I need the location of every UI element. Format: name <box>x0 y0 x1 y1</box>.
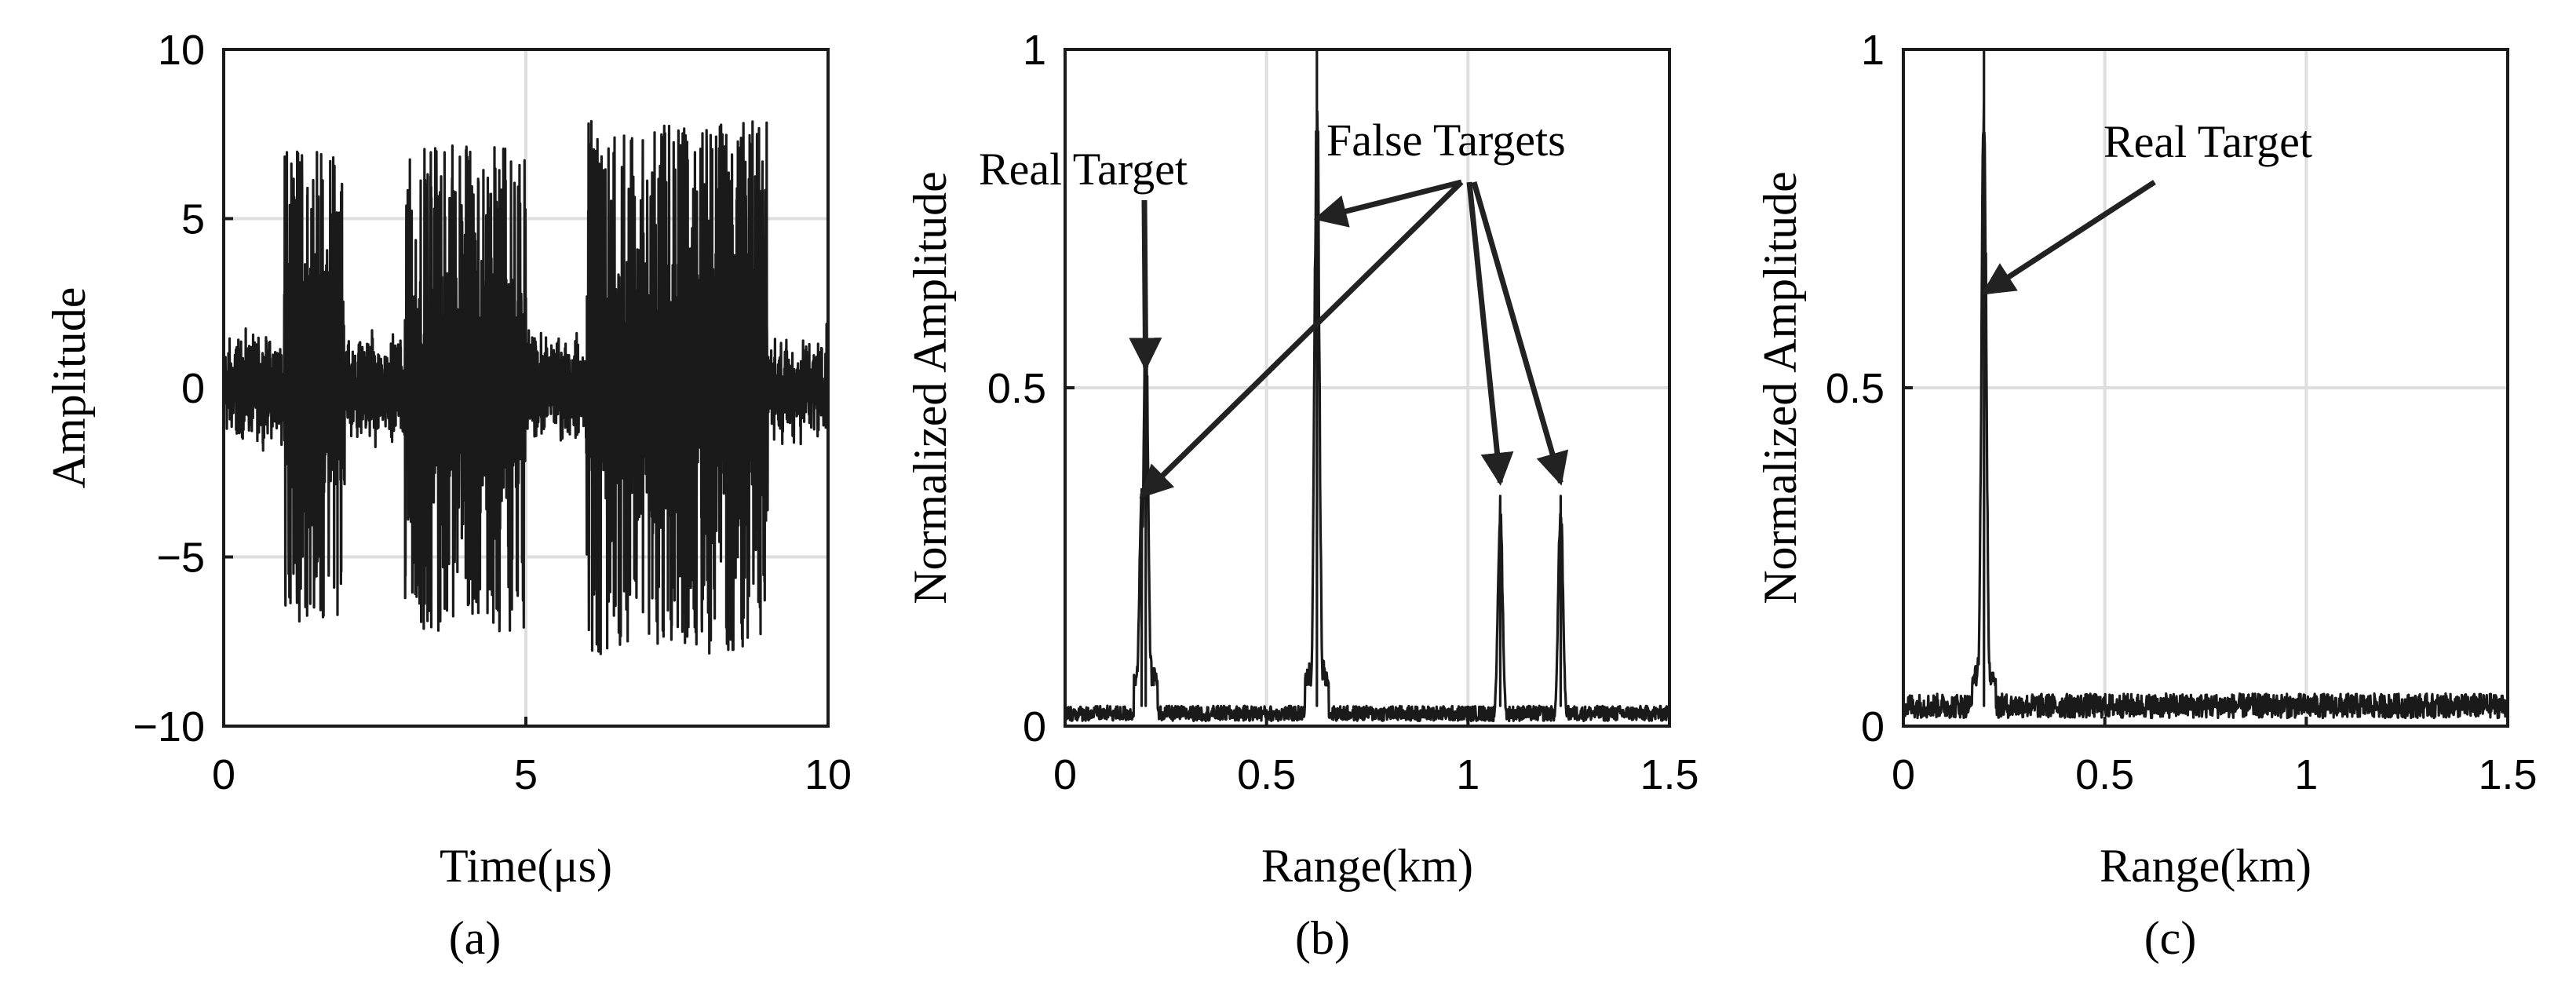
annotation-arrow <box>1471 181 1569 486</box>
x-axis-label: Range(km) <box>2100 840 2311 892</box>
x-tick-label: 10 <box>805 751 852 798</box>
y-axis-label: Amplitude <box>43 287 95 489</box>
x-tick-label: 1 <box>2294 751 2318 798</box>
annotation-arrow <box>1466 181 1514 486</box>
annotation-text: Real Target <box>979 144 1188 195</box>
panel-label: (b) <box>1295 912 1350 964</box>
x-tick-label: 0.5 <box>2075 751 2134 798</box>
y-tick-label: −10 <box>133 703 205 750</box>
annotation-text: Real Target <box>2103 116 2312 167</box>
x-tick-label: 1.5 <box>1640 751 1698 798</box>
y-tick-label: 0 <box>1023 703 1046 750</box>
y-axis-label: Normalized Amplitude <box>904 171 956 604</box>
x-tick-label: 0.5 <box>1237 751 1296 798</box>
annotation-arrow <box>1981 180 2156 296</box>
x-tick-label: 0 <box>1892 751 1915 798</box>
y-axis-label: Normalized Amplitude <box>1754 171 1806 604</box>
panel-1: 0 5 10 −10 −5 0 5 10 Time(μs) Amplitude (a) <box>43 27 852 964</box>
x-tick-label: 0 <box>212 751 235 798</box>
series-line <box>222 119 830 655</box>
x-tick-label: 1 <box>1456 751 1480 798</box>
y-tick-label: 10 <box>158 27 205 74</box>
x-tick-label: 5 <box>514 751 538 798</box>
y-tick-label: 0.5 <box>1826 365 1885 412</box>
panel-2: 0 0.5 1 1.5 0 0.5 1 Range(km) Normalized Amplitu… <box>904 27 1699 964</box>
y-tick-label: 1 <box>1861 27 1885 74</box>
y-tick-label: 0 <box>1861 703 1885 750</box>
y-tick-label: −5 <box>156 535 205 582</box>
x-tick-label: 1.5 <box>2478 751 2537 798</box>
y-tick-label: 5 <box>181 196 205 243</box>
annotation-arrow <box>1129 199 1162 371</box>
panel-label: (c) <box>2144 912 2197 964</box>
annotation-arrow <box>1139 180 1464 498</box>
series-line <box>1064 48 1671 723</box>
annotation-arrow <box>1313 179 1462 228</box>
y-tick-label: 1 <box>1023 27 1046 74</box>
y-tick-label: 0 <box>181 365 205 412</box>
panel-3: 0 0.5 1 1.5 0 0.5 1 Range(km) Normalized Amplitu… <box>1754 27 2538 964</box>
x-axis-label: Time(μs) <box>440 840 612 892</box>
panel-label: (a) <box>449 912 502 964</box>
x-tick-label: 0 <box>1053 751 1077 798</box>
y-tick-label: 0.5 <box>987 365 1046 412</box>
series-line <box>1902 48 2509 720</box>
x-axis-label: Range(km) <box>1261 840 1473 892</box>
annotation-text: False Targets <box>1326 115 1566 166</box>
